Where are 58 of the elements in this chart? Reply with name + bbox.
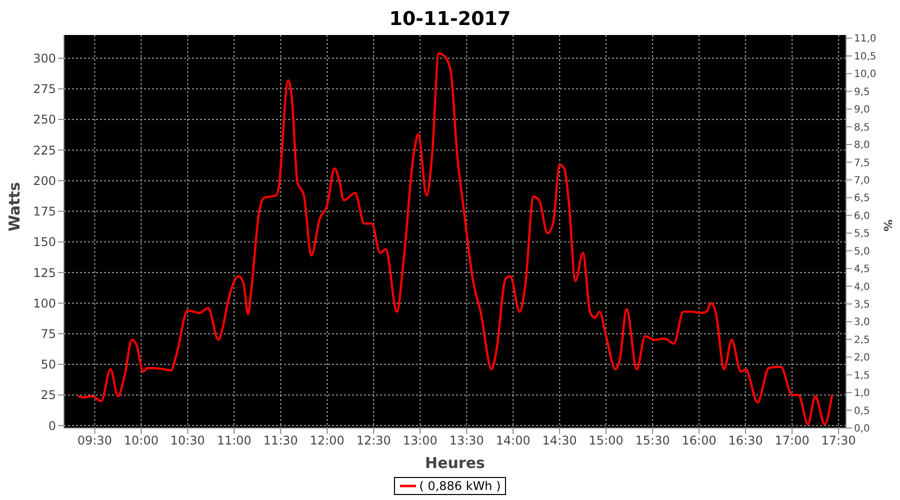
- y2-tick-label: 10,5: [854, 51, 876, 62]
- x-tick-label: 15:30: [635, 434, 670, 448]
- y2-tick-label: 10,0: [854, 69, 876, 80]
- y-axis-title: Watts: [5, 182, 24, 232]
- y-tick-label: 150: [33, 235, 56, 250]
- y2-tick-label: 1,5: [854, 370, 870, 382]
- x-axis-title: Heures: [425, 454, 486, 472]
- x-tick-label: 10:00: [124, 434, 158, 448]
- x-tick-label: 13:00: [402, 434, 438, 448]
- y-tick-label: 0: [48, 418, 56, 433]
- y2-tick-label: 4,0: [854, 282, 870, 293]
- legend-label: ( 0,886 kWh ): [419, 479, 501, 493]
- x-tick-label: 09:30: [77, 434, 112, 448]
- y-tick-label: 125: [33, 266, 56, 280]
- x-tick-label: 13:30: [449, 434, 484, 448]
- y-tick-label: 75: [40, 326, 56, 341]
- x-tick-label: 11:00: [216, 434, 252, 448]
- y-tick-label: 225: [33, 143, 56, 158]
- line-series: [76, 52, 834, 426]
- x-tick-label: 17:30: [821, 434, 856, 448]
- y2-tick-label: 0,5: [854, 406, 870, 417]
- y2-tick-label: 11,0: [854, 34, 876, 45]
- y2-tick-label: 6,0: [854, 210, 870, 222]
- y-tick-label: 175: [33, 204, 56, 219]
- x-tick-label: 12:00: [310, 434, 344, 448]
- x-tick-label: 10:30: [170, 434, 205, 448]
- y2-tick-label: 8,0: [854, 140, 870, 152]
- x-tick-label: 11:30: [263, 434, 298, 448]
- x-tick-label: 12:30: [356, 434, 391, 448]
- x-tick-label: 16:30: [728, 434, 763, 448]
- y2-tick-label: 3,0: [854, 317, 870, 328]
- y2-tick-label: 1,0: [854, 388, 870, 400]
- chart-title: 10-11-2017: [388, 8, 512, 30]
- x-tick-label: 17:00: [774, 434, 810, 448]
- y2-tick-label: 3,5: [854, 300, 870, 311]
- x-tick-label: 16:00: [682, 434, 716, 448]
- y2-tick-label: 5,5: [854, 228, 870, 240]
- y2-tick-label: 6,5: [854, 193, 870, 204]
- y-tick-label: 250: [33, 112, 56, 127]
- y2-tick-label: 7,5: [854, 158, 870, 169]
- y2-tick-label: 9,0: [854, 104, 870, 116]
- y-tick-label: 100: [33, 296, 56, 310]
- y2-tick-label: 8,5: [854, 122, 870, 134]
- y-tick-label: 50: [40, 358, 56, 372]
- y-tick-label: 300: [33, 52, 56, 66]
- x-tick-label: 15:00: [588, 434, 624, 448]
- y-tick-label: 25: [40, 388, 56, 402]
- x-tick-label: 14:30: [542, 434, 577, 448]
- y2-tick-label: 5,0: [854, 246, 870, 258]
- y-tick-label: 200: [33, 174, 56, 188]
- y2-tick-label: 7,0: [854, 175, 870, 186]
- y2-tick-label: 0,0: [854, 424, 870, 435]
- y2-tick-label: 4,5: [854, 264, 870, 276]
- y2-tick-label: 2,0: [854, 352, 870, 364]
- y2-tick-label: 9,5: [854, 86, 870, 98]
- y2-tick-label: 2,5: [854, 334, 870, 346]
- x-tick-label: 14:00: [496, 434, 530, 448]
- y-tick-label: 275: [33, 82, 56, 96]
